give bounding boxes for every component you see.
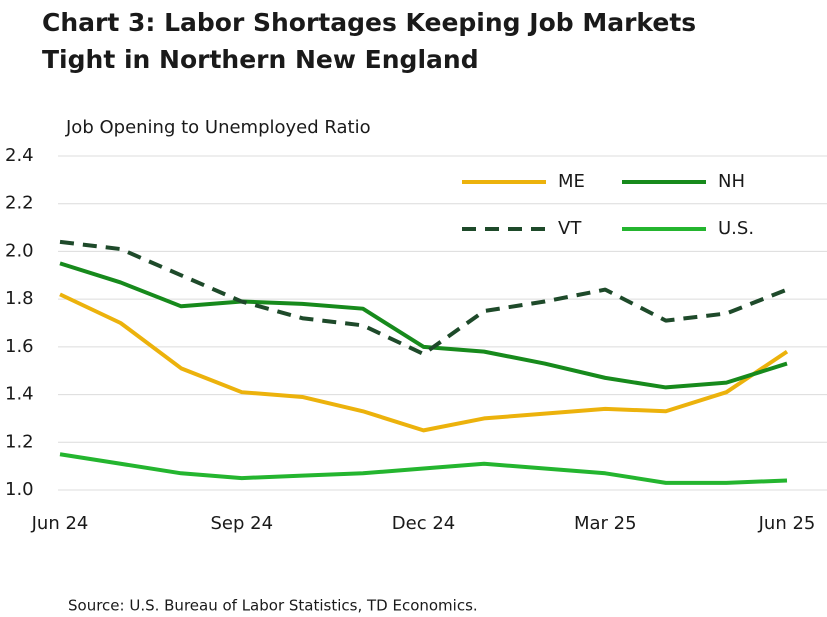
- y-tick-label: 1.4: [5, 384, 34, 405]
- series-line: [59, 261, 788, 390]
- x-tick-label: Dec 24: [392, 513, 455, 534]
- legend-label: NH: [718, 171, 745, 192]
- x-tick-label: Jun 25: [758, 513, 816, 534]
- x-tick-label: Jun 24: [31, 513, 89, 534]
- series-line: [59, 292, 789, 433]
- series-line: [59, 239, 788, 357]
- chart-title: Chart 3: Labor Shortages Keeping Job Mar…: [42, 8, 696, 37]
- y-tick-label: 2.0: [5, 240, 34, 261]
- y-tick-label: 1.2: [5, 431, 34, 452]
- legend-label: U.S.: [718, 218, 754, 239]
- legend-label: ME: [558, 171, 585, 192]
- x-tick-label: Sep 24: [210, 513, 273, 534]
- series-line: [59, 452, 788, 485]
- legend-label: VT: [558, 218, 582, 239]
- y-tick-label: 1.0: [5, 479, 34, 500]
- y-tick-label: 2.2: [5, 193, 34, 214]
- x-tick-label: Mar 25: [574, 513, 637, 534]
- y-axis-label: Job Opening to Unemployed Ratio: [65, 117, 371, 138]
- y-tick-label: 1.6: [5, 336, 34, 357]
- source-note: Source: U.S. Bureau of Labor Statistics,…: [68, 597, 478, 615]
- y-tick-label: 1.8: [5, 288, 34, 309]
- y-tick-label: 2.4: [5, 145, 34, 166]
- chart-title: Tight in Northern New England: [42, 45, 479, 74]
